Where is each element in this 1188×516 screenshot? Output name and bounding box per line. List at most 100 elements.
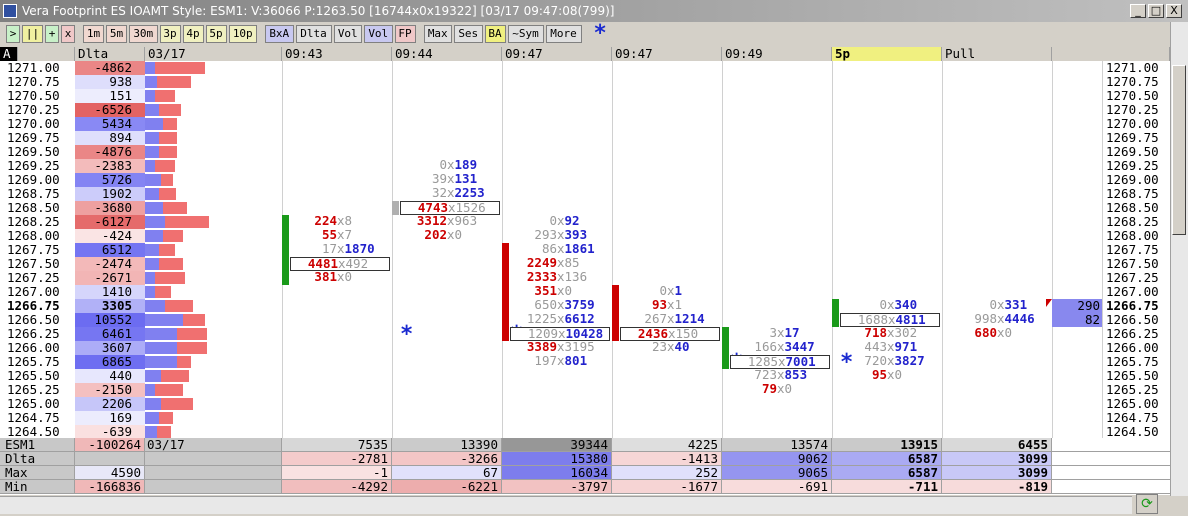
summary-value: -1677 (612, 480, 722, 494)
toolbar-button[interactable]: BA (484, 25, 506, 43)
delta-cell: -3680 (75, 201, 145, 215)
ask-volume: 302 (894, 325, 918, 340)
toolbar-button[interactable]: Vol (364, 25, 393, 43)
profile-buy (145, 426, 157, 438)
summary-value: 13915 (832, 438, 942, 452)
summary-date (145, 452, 282, 466)
toolbar-button[interactable]: Dlta (295, 25, 332, 43)
footprint-cell: 3312x963 (392, 213, 502, 229)
delta-cell: -424 (75, 229, 145, 243)
bid-volume: 4481 (307, 256, 338, 271)
toolbar-button[interactable]: 5p (205, 25, 227, 43)
summary-value: 7535 (282, 438, 392, 452)
toolbar-button[interactable]: Ses (454, 25, 483, 43)
bid-volume: 3 (769, 325, 777, 340)
window-control[interactable]: _ (1130, 4, 1146, 18)
column-header: 09:44 (392, 47, 502, 61)
summary-value: 3099 (942, 466, 1052, 480)
toolbar-button[interactable]: Max (423, 25, 452, 43)
separator: x (337, 227, 345, 242)
delta-cell: -6526 (75, 103, 145, 117)
price-label: 1271.00 (7, 60, 60, 75)
toolbar-button[interactable]: 1m (83, 25, 104, 43)
toolbar-button[interactable]: More (545, 25, 582, 43)
footprint-cell: 351x0 (502, 283, 612, 299)
summary-value: 9065 (722, 466, 832, 480)
column-marker (832, 299, 839, 327)
footprint-cell: 55x7 (282, 227, 392, 243)
window-control[interactable]: X (1166, 4, 1182, 18)
profile-sell (161, 398, 193, 410)
delta-cell: -2150 (75, 383, 145, 397)
price-label: 1268.50 (7, 200, 60, 215)
footprint-cell: 2333x136 (502, 270, 612, 285)
delta-cell: 151 (75, 89, 145, 103)
profile-sell (165, 300, 193, 312)
summary-fill (1052, 466, 1170, 480)
ask-volume: 3195 (564, 339, 595, 354)
separator: x (997, 311, 1005, 326)
refresh-button[interactable]: ⟳ (1136, 494, 1158, 514)
separator: x (777, 367, 785, 382)
ask-volume: 1214 (674, 311, 705, 326)
price-label-right: 1270.50 (1106, 88, 1159, 103)
price-label-right: 1267.50 (1106, 256, 1159, 271)
summary-value: 67 (392, 466, 502, 480)
toolbar-button[interactable]: FP (394, 25, 416, 43)
separator: x (778, 354, 786, 369)
separator: x (557, 255, 565, 270)
ask-volume: 92 (564, 213, 580, 228)
profile-sell (159, 412, 173, 424)
bid-volume: 0 (879, 297, 887, 312)
price-label-right: 1266.00 (1106, 340, 1159, 355)
ask-volume: 2253 (454, 185, 485, 200)
toolbar-button[interactable]: Vol (333, 25, 362, 43)
column-divider (1102, 61, 1103, 438)
price-label-right: 1265.25 (1106, 382, 1159, 397)
ask-volume: 0 (454, 227, 463, 242)
horizontal-scrollbar[interactable] (0, 496, 1132, 514)
bid-volume: 680 (974, 325, 997, 340)
toolbar-button[interactable]: + (45, 25, 59, 43)
summary-value: 3099 (942, 452, 1052, 466)
profile-sell (165, 216, 209, 228)
toolbar-button[interactable]: 4p (182, 25, 204, 43)
separator: x (887, 339, 895, 354)
toolbar-button[interactable]: 3p (159, 25, 181, 43)
bid-volume: 351 (534, 283, 557, 298)
toolbar-button[interactable]: 10p (228, 25, 257, 43)
separator: x (667, 311, 675, 326)
ask-volume: 150 (675, 326, 699, 341)
ask-volume: 85 (564, 255, 580, 270)
summary-value: 39344 (502, 438, 612, 452)
summary-value: 15380 (502, 452, 612, 466)
separator: x (447, 171, 455, 186)
toolbar-star[interactable]: * (593, 21, 607, 46)
scroll-thumb[interactable] (1172, 65, 1186, 235)
column-marker (392, 201, 399, 215)
toolbar-button[interactable]: || (22, 25, 43, 43)
summary-value: 6587 (832, 452, 942, 466)
separator: x (667, 283, 675, 298)
price-label-right: 1266.75 (1106, 298, 1159, 313)
bid-volume: 1285 (747, 354, 778, 369)
footprint-cell: 723x853 (722, 367, 832, 383)
summary-value: 9062 (722, 452, 832, 466)
toolbar-button[interactable]: ~Sym (507, 25, 544, 43)
profile-buy (145, 90, 155, 102)
price-label-right: 1270.75 (1106, 74, 1159, 89)
toolbar-button[interactable]: 5m (106, 25, 127, 43)
toolbar-button[interactable]: x (61, 25, 75, 43)
window-control[interactable]: □ (1148, 4, 1164, 18)
toolbar-button[interactable]: BxA (265, 25, 294, 43)
price-label-right: 1265.50 (1106, 368, 1159, 383)
summary-value: -4292 (282, 480, 392, 494)
separator: x (447, 213, 455, 228)
bid-volume: 998 (974, 311, 997, 326)
toolbar-button[interactable]: > (6, 25, 20, 43)
price-label-right: 1268.75 (1106, 186, 1159, 201)
price-label: 1269.25 (7, 158, 60, 173)
price-label: 1267.25 (7, 270, 60, 285)
ask-volume: 1861 (564, 241, 595, 256)
toolbar-button[interactable]: 30m (129, 25, 158, 43)
